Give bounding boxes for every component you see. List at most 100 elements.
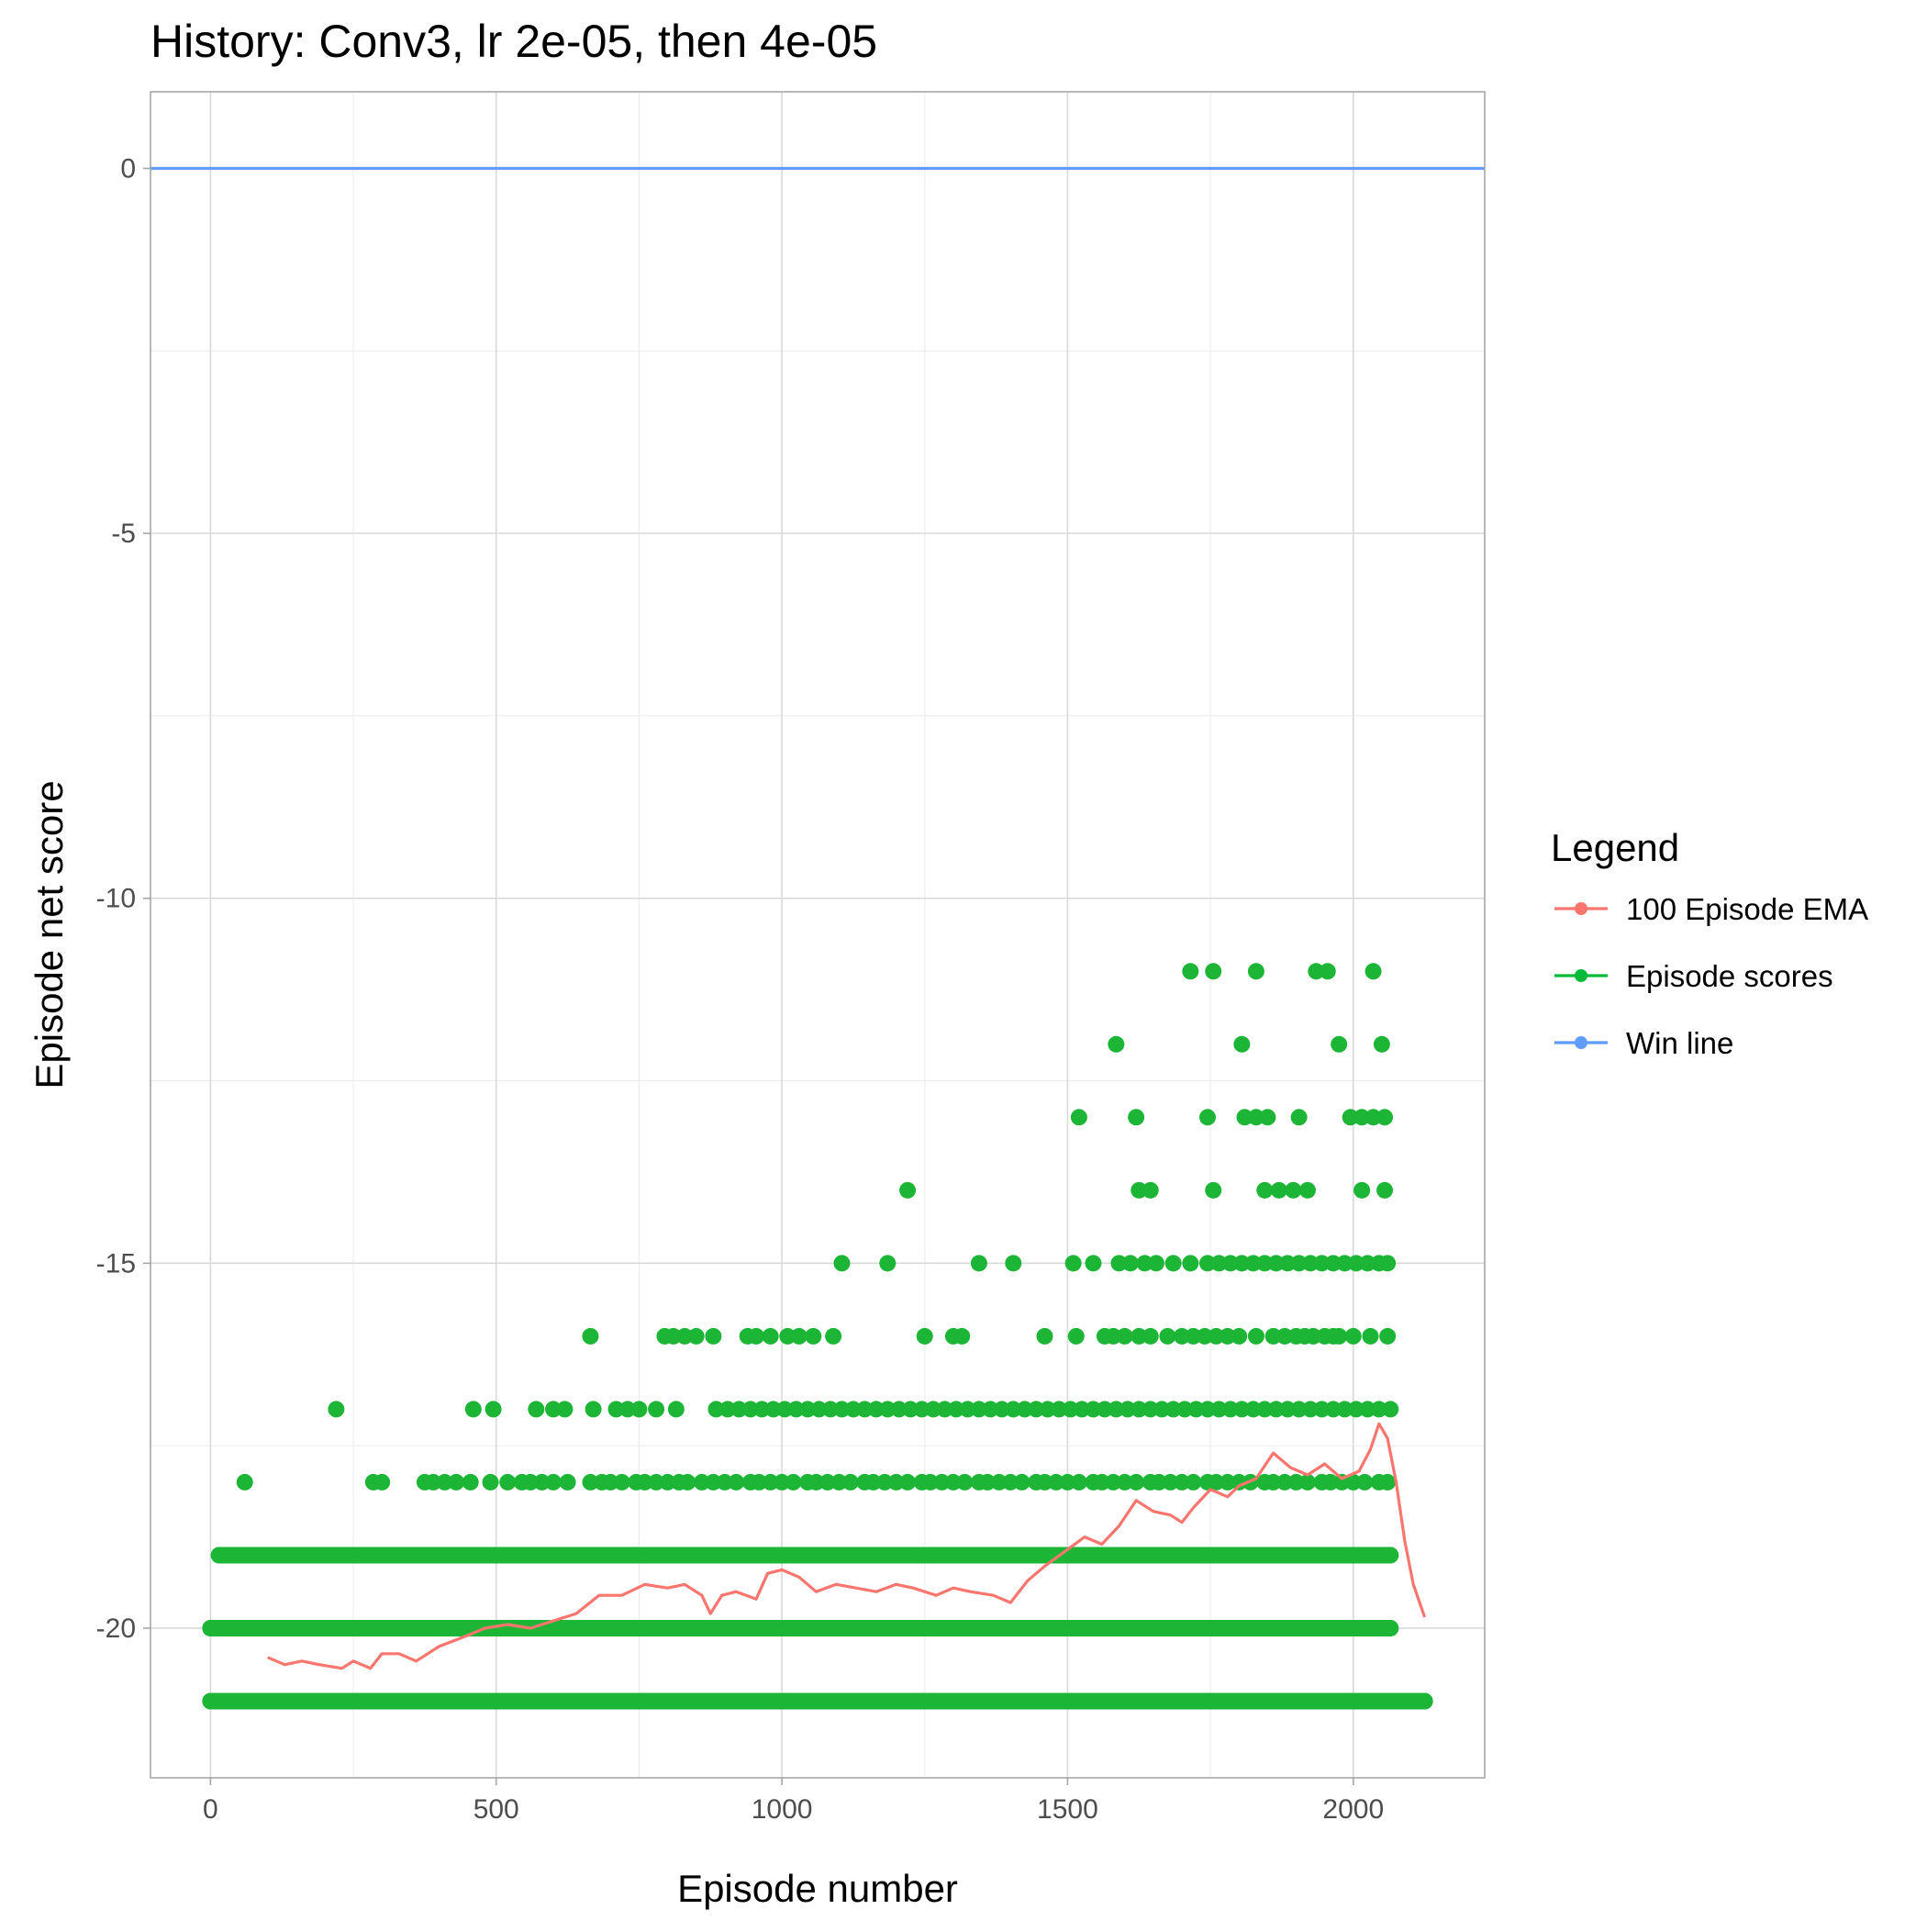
episode-score-point [716, 1473, 733, 1491]
episode-score-point [790, 1327, 808, 1345]
episode-score-point [556, 1401, 574, 1418]
x-axis: 0 500 1000 1500 2000 [203, 1778, 1384, 1825]
episode-score-point [618, 1401, 636, 1418]
episode-score-point [993, 1401, 1010, 1418]
episode-score-point [545, 1473, 563, 1491]
episode-score-point [1198, 1109, 1216, 1126]
episode-score-point [1347, 1255, 1364, 1272]
x-tick-label: 0 [203, 1794, 218, 1825]
episode-score-point [819, 1473, 836, 1491]
episode-score-point [1336, 1401, 1353, 1418]
episode-score-point [1290, 1109, 1308, 1126]
episode-score-point [1108, 1035, 1125, 1053]
episode-score-point [1036, 1327, 1053, 1345]
episode-score-point [944, 1473, 962, 1491]
episode-score-point [630, 1401, 648, 1418]
episode-score-point [1151, 1473, 1168, 1491]
episode-score-point [1233, 1035, 1251, 1053]
episode-score-point [1219, 1327, 1236, 1345]
plot-border [150, 91, 1486, 1779]
x-tick-label: 500 [473, 1794, 519, 1825]
plot-background [150, 92, 1485, 1778]
episode-score-point [664, 1327, 682, 1345]
episode-score-point [830, 1473, 848, 1491]
episode-score-point [1342, 1109, 1359, 1126]
episode-score-point [1205, 1181, 1222, 1199]
episode-score-point [1364, 1109, 1382, 1126]
episode-score-point [990, 1473, 1008, 1491]
episode-score-point [1231, 1473, 1248, 1491]
legend-key-dot [1575, 969, 1587, 982]
episode-score-point [953, 1327, 971, 1345]
episode-score-point [1116, 1327, 1133, 1345]
episode-score-point [202, 1692, 219, 1710]
episode-score-point [1005, 1401, 1022, 1418]
episode-score-point [1259, 1109, 1276, 1126]
episode-score-point [1059, 1473, 1076, 1491]
episode-score-point [1051, 1401, 1068, 1418]
episode-score-point [1208, 1473, 1225, 1491]
episode-score-point [1364, 963, 1382, 980]
legend-label: Episode scores [1626, 959, 1833, 993]
episode-score-point [728, 1473, 745, 1491]
episode-score-point [693, 1473, 710, 1491]
episode-score-point [787, 1401, 805, 1418]
episode-score-point [1221, 1255, 1239, 1272]
episode-score-point [707, 1401, 725, 1418]
episode-score-point [1324, 1401, 1342, 1418]
episode-score-point [730, 1401, 748, 1418]
episode-score-point [1379, 1327, 1397, 1345]
episode-score-point [899, 1181, 917, 1199]
episode-score-point [779, 1327, 796, 1345]
episode-score-point [936, 1401, 953, 1418]
episode-score-point [679, 1473, 696, 1491]
episode-score-point [667, 1401, 685, 1418]
y-tick-label: -5 [111, 519, 136, 549]
episode-score-point [1287, 1473, 1305, 1491]
episode-score-point [613, 1473, 630, 1491]
episode-score-point [464, 1401, 482, 1418]
episode-score-point [822, 1401, 840, 1418]
episode-score-point [841, 1473, 859, 1491]
episode-score-point [1002, 1473, 1019, 1491]
legend-label: Win line [1626, 1026, 1733, 1060]
episode-score-point [1131, 1327, 1148, 1345]
episode-score-point [687, 1327, 705, 1345]
episode-score-point [1208, 1327, 1225, 1345]
episode-score-point [902, 1401, 919, 1418]
episode-score-point [1324, 1255, 1342, 1272]
episode-score-point [764, 1401, 782, 1418]
episode-score-point [1247, 1109, 1264, 1126]
episode-score-point [751, 1473, 768, 1491]
episode-score-point [1182, 1255, 1199, 1272]
ema-line [267, 1422, 1427, 1670]
episode-score-point [1356, 1473, 1374, 1491]
episode-score-point [1062, 1401, 1079, 1418]
episode-score-point [1379, 1473, 1397, 1491]
episode-score-point [1142, 1181, 1159, 1199]
chart-title: History: Conv3, lr 2e-05, then 4e-05 [150, 16, 877, 67]
episode-score-point [1321, 1473, 1339, 1491]
episode-score-point [808, 1473, 825, 1491]
episode-score-point [1070, 1473, 1087, 1491]
episode-score-point [1285, 1181, 1302, 1199]
episode-score-point [1119, 1401, 1136, 1418]
episode-score-point [864, 1473, 882, 1491]
episode-score-point [1164, 1255, 1182, 1272]
episode-score-point [925, 1401, 942, 1418]
episode-score-point [776, 1401, 794, 1418]
episode-score-point [1290, 1401, 1308, 1418]
episode-scores-layer [202, 963, 1433, 1710]
episode-score-point [774, 1473, 791, 1491]
episode-score-point [1131, 1401, 1148, 1418]
episode-score-point [545, 1401, 563, 1418]
episode-score-point [959, 1401, 976, 1418]
episode-score-point [585, 1401, 602, 1418]
episode-score-point [1047, 1473, 1064, 1491]
episode-score-point [1096, 1401, 1113, 1418]
episode-score-point [762, 1473, 779, 1491]
episode-score-point [1376, 1181, 1394, 1199]
episode-score-point [1362, 1327, 1379, 1345]
episode-score-point [425, 1473, 442, 1491]
